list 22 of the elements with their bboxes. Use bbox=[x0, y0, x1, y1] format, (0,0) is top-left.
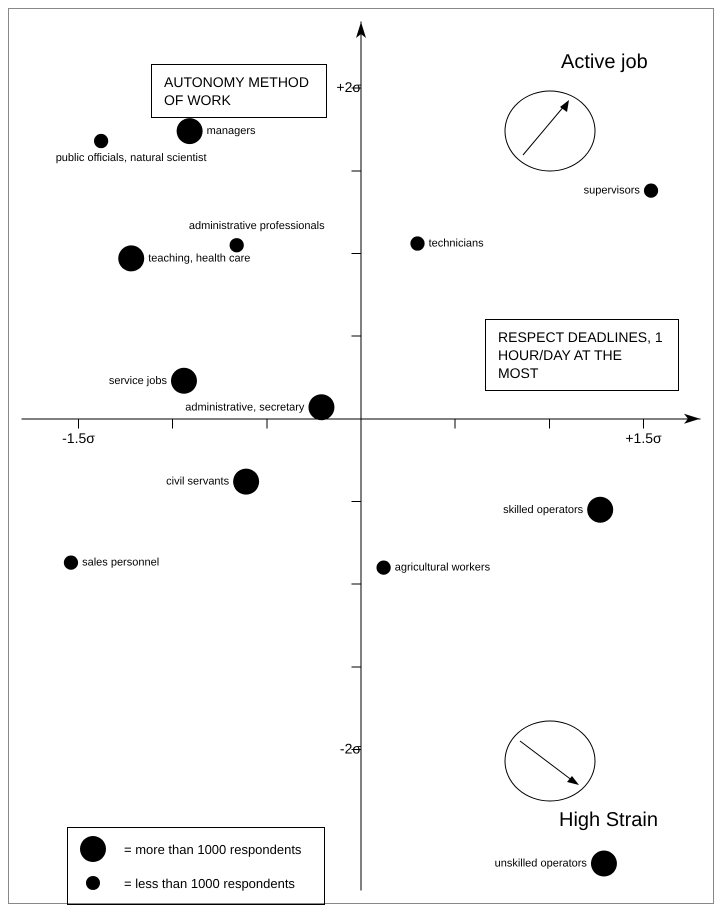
annotation: teaching, health care bbox=[148, 252, 250, 264]
annotation: service jobs bbox=[108, 374, 168, 387]
annotation: Active job bbox=[561, 51, 648, 74]
legend-label: = more than 1000 respondents bbox=[124, 842, 302, 856]
legend-label: = less than 1000 respondents bbox=[124, 876, 295, 890]
x-tick-label: -1.5σ bbox=[62, 430, 96, 446]
annotation: administrative, secretary bbox=[185, 401, 305, 414]
x-axis-title: RESPECT DEADLINES, 1 HOUR/DAY AT THE MOST bbox=[485, 319, 679, 391]
annotation: supervisors bbox=[584, 184, 640, 197]
y-tick-label: +2σ bbox=[336, 78, 362, 95]
annotation: skilled operators bbox=[503, 504, 584, 516]
annotation: administrative professionals bbox=[188, 220, 326, 232]
annotation: managers bbox=[206, 125, 256, 138]
x-tick-label: +1.5σ bbox=[625, 430, 662, 446]
annotation: civil servants bbox=[166, 476, 230, 488]
annotation: technicians bbox=[428, 238, 484, 250]
annotation: sales personnel bbox=[82, 556, 160, 569]
annotation: agricultural workers bbox=[394, 562, 491, 574]
annotation: unskilled operators bbox=[494, 858, 588, 870]
annotation: public officials, natural scientist bbox=[56, 152, 207, 164]
y-axis-title: AUTONOMY METHOD OF WORK bbox=[151, 64, 327, 118]
annotation: High Strain bbox=[559, 809, 658, 832]
